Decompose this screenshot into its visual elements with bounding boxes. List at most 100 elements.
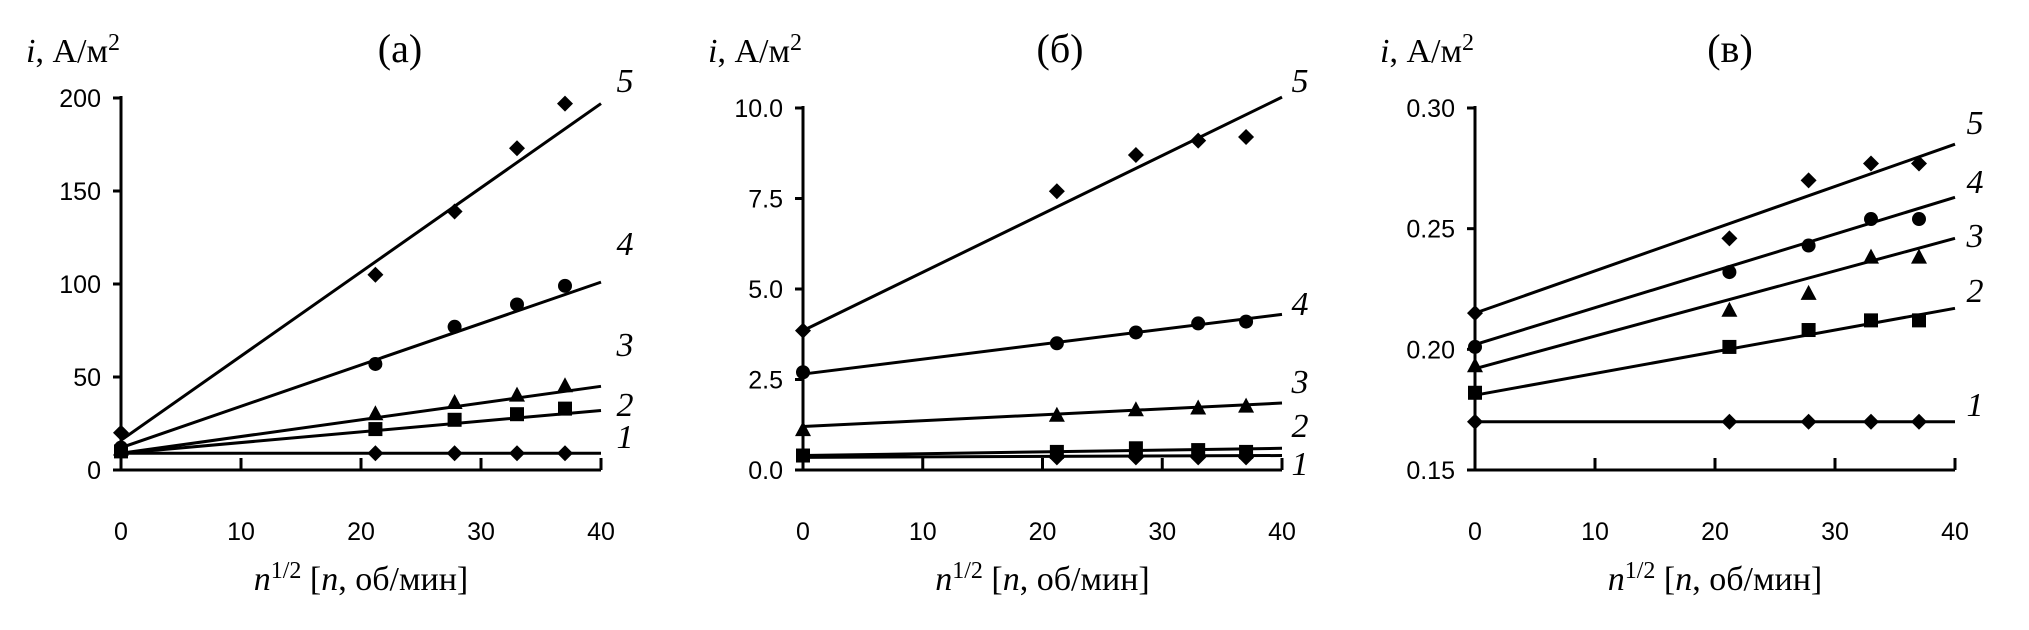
data-point (1800, 284, 1817, 300)
data-point (509, 140, 525, 157)
data-point (1863, 413, 1879, 430)
data-point (1468, 385, 1482, 400)
data-point (1048, 183, 1065, 200)
series-4: 4 (796, 286, 1309, 380)
series-4: 4 (114, 226, 634, 455)
data-point (795, 322, 811, 339)
y-tick-label: 0 (87, 457, 101, 485)
x-tick-label: 20 (1701, 518, 1729, 546)
chart-panel-1: 0 50 100 150 200 0 10 20 30 40 (а) i, А/м2 n1/2 [n, … (26, 26, 634, 598)
data-point (510, 407, 524, 422)
data-point (447, 412, 462, 427)
series-label: 3 (1966, 218, 1984, 255)
data-point (1800, 172, 1817, 189)
x-tick-label: 0 (1468, 518, 1482, 546)
data-point (1190, 132, 1207, 149)
data-point (1801, 323, 1816, 338)
data-point (368, 356, 383, 371)
data-point (1911, 413, 1927, 430)
data-point (113, 424, 129, 441)
data-point (558, 278, 572, 293)
data-point (367, 405, 384, 421)
data-point (446, 203, 463, 220)
y-tick-label: 0.20 (1406, 336, 1455, 364)
x-tick-label: 30 (1148, 518, 1176, 546)
fit-line (120, 384, 602, 455)
fit-line (120, 102, 602, 442)
data-point (795, 421, 811, 437)
series-label: 3 (1291, 364, 1309, 401)
y-tick-label: 200 (59, 85, 101, 113)
data-point (558, 401, 572, 416)
series-label: 5 (1292, 63, 1309, 100)
data-point (1468, 339, 1482, 354)
data-point (1800, 413, 1817, 430)
y-tick-label: 2.5 (748, 367, 783, 395)
series-1: 1 (1467, 387, 1984, 430)
series-4: 4 (1468, 164, 1984, 354)
fit-line (120, 280, 602, 450)
series-label: 2 (1967, 273, 1984, 310)
series-label: 5 (1967, 105, 1984, 142)
data-point (1721, 301, 1738, 317)
x-tick-label: 0 (114, 518, 128, 546)
data-point (1863, 155, 1879, 172)
x-tick-label: 0 (796, 518, 810, 546)
data-point (1128, 325, 1143, 340)
series-label: 2 (1292, 408, 1309, 445)
data-point (114, 440, 128, 455)
data-point (1467, 305, 1483, 322)
data-point (1864, 212, 1878, 227)
series-3: 3 (1467, 218, 1984, 373)
x-axis-label: n1/2 [n, об/мин] (254, 558, 468, 598)
data-point (1048, 406, 1065, 422)
fit-line (802, 312, 1283, 376)
data-point (1801, 238, 1816, 253)
y-axis-label: i, А/м2 (26, 30, 120, 70)
data-point (1864, 313, 1878, 328)
data-point (1128, 441, 1143, 456)
series-label: 1 (1967, 387, 1984, 424)
data-point (796, 365, 810, 380)
panel-title: (а) (378, 26, 422, 71)
data-point (446, 394, 463, 410)
x-tick-label: 40 (1941, 518, 1969, 546)
series-label: 1 (1292, 446, 1309, 483)
y-tick-label: 0.25 (1406, 216, 1455, 244)
data-point (1722, 339, 1737, 354)
series-2: 2 (1468, 273, 1984, 400)
data-point (1912, 212, 1926, 227)
data-point (1721, 413, 1738, 430)
x-tick-label: 40 (1268, 518, 1296, 546)
x-tick-label: 30 (467, 518, 495, 546)
chart-panel-3: 0.15 0.20 0.25 0.30 0 10 20 30 40 (в) i, А/м2 n1/2 … (1380, 26, 1984, 598)
series-1: 1 (121, 419, 634, 462)
fit-line (802, 401, 1283, 429)
series-label: 5 (617, 63, 634, 100)
y-tick-label: 0.0 (748, 457, 783, 485)
series-label: 2 (617, 387, 634, 424)
panel-title: (в) (1707, 26, 1753, 71)
fit-line (1474, 236, 1956, 371)
data-point (796, 448, 810, 463)
y-tick-label: 50 (73, 364, 101, 392)
x-tick-label: 10 (909, 518, 937, 546)
x-axis-label: n1/2 [n, об/мин] (935, 558, 1149, 598)
data-point (557, 95, 573, 112)
fit-line (120, 408, 602, 455)
data-point (1912, 313, 1926, 328)
x-tick-label: 30 (1821, 518, 1849, 546)
series-label: 4 (1292, 286, 1309, 323)
data-point (557, 445, 573, 462)
data-point (1721, 230, 1738, 247)
data-point (1911, 248, 1927, 264)
series-2: 2 (796, 408, 1309, 463)
x-tick-label: 20 (1029, 518, 1057, 546)
data-point (1191, 443, 1206, 458)
series-3: 3 (795, 364, 1309, 437)
data-point (509, 386, 525, 402)
data-point (1722, 265, 1737, 280)
x-tick-label: 10 (1581, 518, 1609, 546)
data-point (1467, 413, 1483, 430)
